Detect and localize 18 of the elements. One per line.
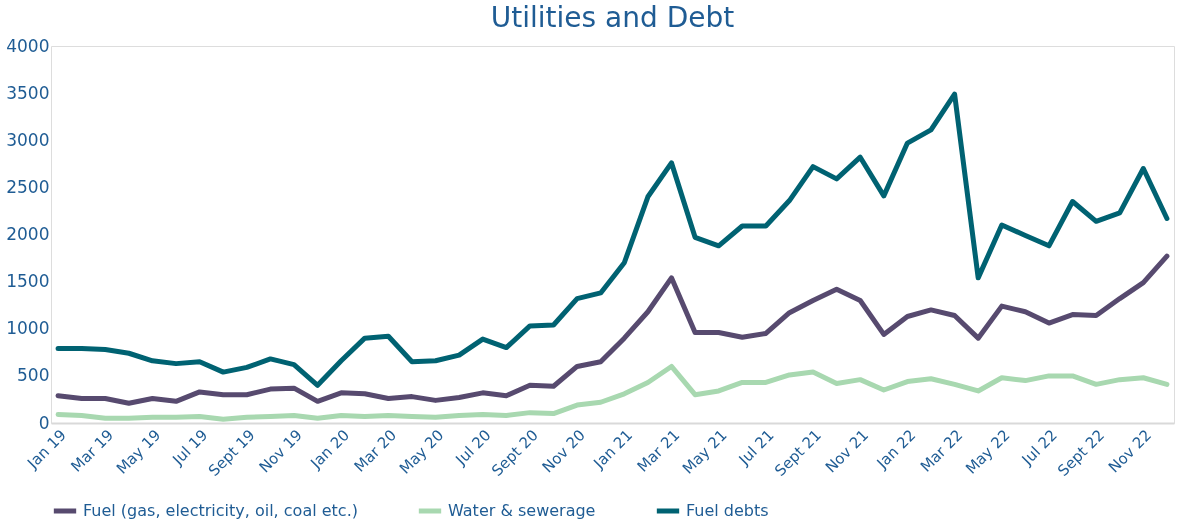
y-tick-label: 0 (38, 412, 50, 433)
x-tick-label: Nov 21 (821, 426, 873, 477)
chart-title: Utilities and Debt (490, 1, 735, 34)
x-tick-label: Jan 20 (306, 426, 353, 473)
y-tick-label: 1000 (6, 318, 50, 339)
y-tick-label: 2500 (6, 176, 50, 197)
x-tick-label: Jan 22 (872, 426, 920, 473)
y-tick-label: 3000 (6, 129, 50, 150)
legend-label: Fuel (gas, electricity, oil, coal etc.) (83, 501, 358, 520)
legend-label: Fuel debts (686, 501, 769, 520)
y-tick-label: 4000 (6, 35, 50, 56)
y-tick-label: 1500 (6, 271, 50, 292)
y-tick-label: 3500 (6, 82, 50, 103)
x-tick-label: Nov 20 (538, 426, 589, 477)
legend-label: Water & sewerage (448, 501, 596, 520)
y-tick-label: 500 (17, 365, 50, 386)
y-tick-label: 2000 (6, 224, 50, 244)
x-tick-label: Jan 21 (589, 426, 637, 473)
